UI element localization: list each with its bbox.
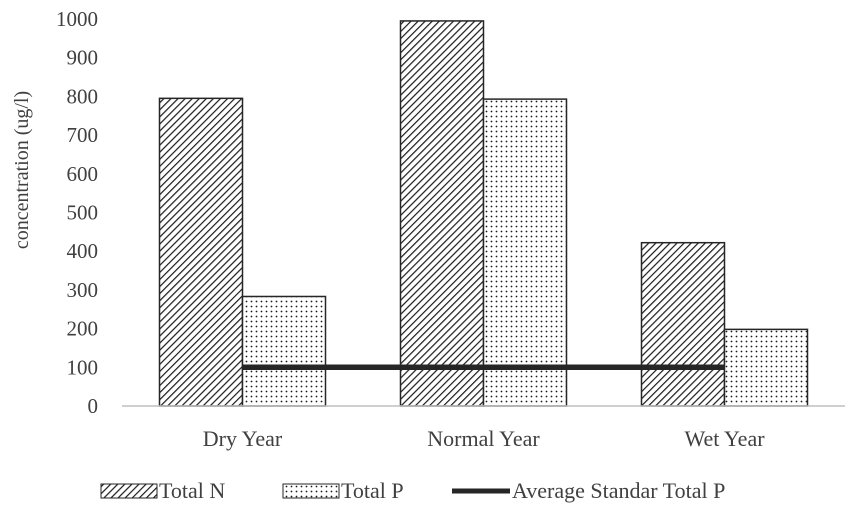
x-category-label: Wet Year: [684, 426, 765, 451]
y-tick-label: 600: [67, 162, 99, 186]
bar-total-p-normal-year: [482, 98, 568, 407]
y-axis-title: concentration (ug/l): [11, 91, 33, 249]
y-tick-label: 0: [88, 394, 99, 418]
legend: Total N Total P Average Standar Total P: [100, 478, 725, 503]
y-tick-label: 400: [67, 239, 99, 263]
y-tick-label: 100: [67, 355, 99, 379]
x-category-label: Dry Year: [203, 426, 283, 451]
bar-total-n-wet-year: [640, 241, 726, 407]
legend-label: Total P: [341, 478, 404, 503]
legend-label: Total N: [159, 478, 225, 503]
y-tick-label: 900: [67, 46, 99, 70]
bar-total-n-normal-year: [399, 20, 485, 407]
y-axis-ticks: 0 100 200 300 400 500 600 700 800 900 1000: [56, 7, 98, 418]
plot-area: 0 100 200 300 400 500 600 700 800 900 1000 Dry Yea…: [56, 7, 845, 451]
x-axis-labels: Dry Year Normal Year Wet Year: [203, 426, 765, 451]
y-tick-label: 500: [67, 201, 99, 225]
y-tick-label: 300: [67, 278, 99, 302]
bar-total-n-dry-year: [158, 97, 244, 407]
legend-swatch-total-p: [282, 483, 340, 499]
y-tick-label: 200: [67, 317, 99, 341]
y-tick-label: 1000: [56, 7, 98, 31]
y-tick-label: 800: [67, 84, 99, 108]
x-category-label: Normal Year: [427, 426, 540, 451]
y-tick-label: 700: [67, 123, 99, 147]
legend-label: Average Standar Total P: [512, 478, 725, 503]
bar-total-p-wet-year: [723, 328, 809, 407]
bars: [158, 20, 809, 407]
bar-total-p-dry-year: [241, 295, 327, 407]
legend-swatch-total-n: [100, 483, 158, 499]
